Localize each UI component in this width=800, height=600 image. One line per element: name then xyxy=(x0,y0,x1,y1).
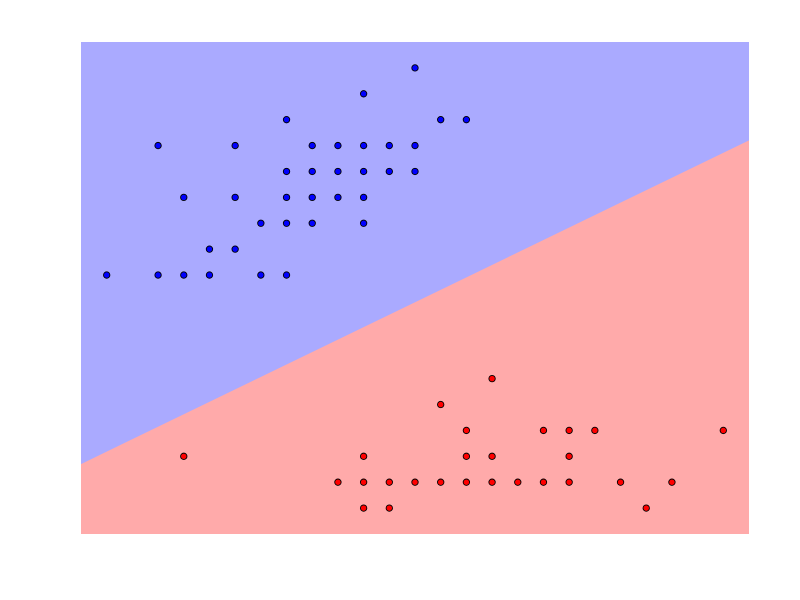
data-point xyxy=(437,478,445,486)
data-point xyxy=(488,452,496,460)
data-point xyxy=(308,167,316,176)
data-point xyxy=(205,271,214,279)
data-point xyxy=(488,478,496,486)
data-point xyxy=(565,452,573,460)
data-point xyxy=(411,64,419,72)
data-point xyxy=(385,141,393,150)
data-point xyxy=(334,193,342,202)
data-point xyxy=(308,193,316,202)
data-point xyxy=(462,478,471,486)
data-point xyxy=(539,426,548,435)
data-point xyxy=(539,478,548,486)
data-point xyxy=(359,219,368,227)
data-point xyxy=(411,167,419,176)
data-point xyxy=(462,426,471,435)
series-1 xyxy=(103,64,471,279)
data-point xyxy=(231,193,239,202)
data-point xyxy=(359,141,368,150)
data-point xyxy=(411,141,419,150)
data-point xyxy=(565,478,573,486)
data-point xyxy=(514,478,522,486)
data-point xyxy=(385,167,393,176)
data-point xyxy=(257,219,265,227)
data-point xyxy=(437,116,445,124)
data-point xyxy=(359,167,368,176)
data-point xyxy=(205,245,214,253)
plot-area xyxy=(81,42,749,534)
data-point xyxy=(616,478,625,486)
data-point xyxy=(385,478,393,486)
data-point xyxy=(103,271,111,279)
data-point xyxy=(359,193,368,202)
data-point xyxy=(437,400,445,409)
series-2 xyxy=(180,374,727,512)
data-point xyxy=(359,478,368,486)
data-point xyxy=(462,452,471,460)
data-point xyxy=(154,271,162,279)
data-point xyxy=(642,504,650,512)
data-point xyxy=(282,167,291,176)
data-points xyxy=(103,64,727,512)
data-point xyxy=(359,452,368,460)
data-point xyxy=(411,478,419,486)
data-point xyxy=(282,116,291,124)
data-point xyxy=(231,245,239,253)
data-point xyxy=(154,141,162,150)
data-point xyxy=(565,426,573,435)
data-point xyxy=(180,193,188,202)
data-point xyxy=(180,271,188,279)
data-point xyxy=(385,504,393,512)
data-point xyxy=(334,478,342,486)
data-point xyxy=(359,90,368,98)
data-point xyxy=(257,271,265,279)
data-point xyxy=(488,374,496,383)
data-point xyxy=(334,141,342,150)
region-below-boundary xyxy=(81,140,749,534)
data-point xyxy=(462,116,471,124)
data-point xyxy=(308,141,316,150)
data-point xyxy=(282,271,291,279)
data-point xyxy=(334,167,342,176)
data-point xyxy=(308,219,316,227)
data-point xyxy=(591,426,599,435)
data-point xyxy=(359,504,368,512)
data-point xyxy=(231,141,239,150)
data-point xyxy=(180,452,188,460)
data-point xyxy=(719,426,727,435)
data-point xyxy=(282,193,291,202)
data-point xyxy=(668,478,676,486)
data-point xyxy=(282,219,291,227)
